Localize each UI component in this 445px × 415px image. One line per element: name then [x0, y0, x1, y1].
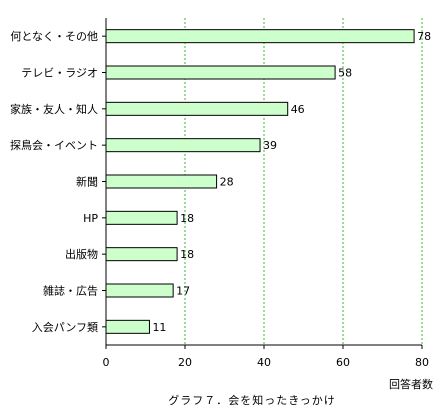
category-label-7: 雑誌・広告: [43, 284, 98, 298]
category-label-2: 家族・友人・知人: [10, 102, 98, 116]
bar-7: [105, 283, 174, 298]
value-label-7: 17: [176, 285, 190, 298]
x-tick-label-0: 0: [103, 356, 110, 369]
chart-caption: グラフ７．会を知ったきっかけ: [168, 393, 336, 407]
bar-4: [105, 174, 218, 189]
bar-6: [105, 247, 178, 262]
category-label-0: 何となく・その他: [10, 30, 98, 43]
value-label-0: 78: [417, 30, 431, 43]
value-label-2: 46: [291, 103, 305, 116]
value-label-6: 18: [180, 248, 194, 261]
category-label-1: テレビ・ラジオ: [21, 67, 98, 80]
x-tick-label-4: 80: [415, 356, 429, 369]
bar-8: [105, 319, 150, 334]
value-label-5: 18: [180, 212, 194, 225]
bars: [102, 29, 415, 334]
value-label-1: 58: [338, 67, 352, 80]
bar-1: [105, 65, 336, 80]
category-label-6: 出版物: [65, 247, 98, 261]
category-label-8: 入会パンフ類: [32, 321, 98, 334]
bar-5: [105, 210, 178, 225]
category-label-3: 探鳥会・イベント: [10, 138, 98, 152]
value-label-8: 11: [152, 321, 166, 334]
grid-lines: [105, 18, 423, 349]
x-tick-label-3: 60: [336, 356, 350, 369]
labels: 0 20 40 60 80 何となく・その他 78 テレビ・ラジオ 58 家族・友人・知人 46 探鳥…: [10, 30, 431, 369]
value-label-4: 28: [220, 176, 234, 189]
bar-2: [105, 101, 289, 116]
bar-0: [105, 29, 415, 44]
bar-3: [105, 138, 261, 153]
category-label-5: HP: [83, 212, 98, 225]
category-label-4: 新聞: [76, 175, 98, 189]
axes: [105, 18, 422, 346]
x-tick-label-2: 40: [257, 356, 271, 369]
x-axis-title: 回答者数: [389, 377, 433, 391]
value-label-3: 39: [263, 139, 277, 152]
x-tick-label-1: 20: [178, 356, 192, 369]
